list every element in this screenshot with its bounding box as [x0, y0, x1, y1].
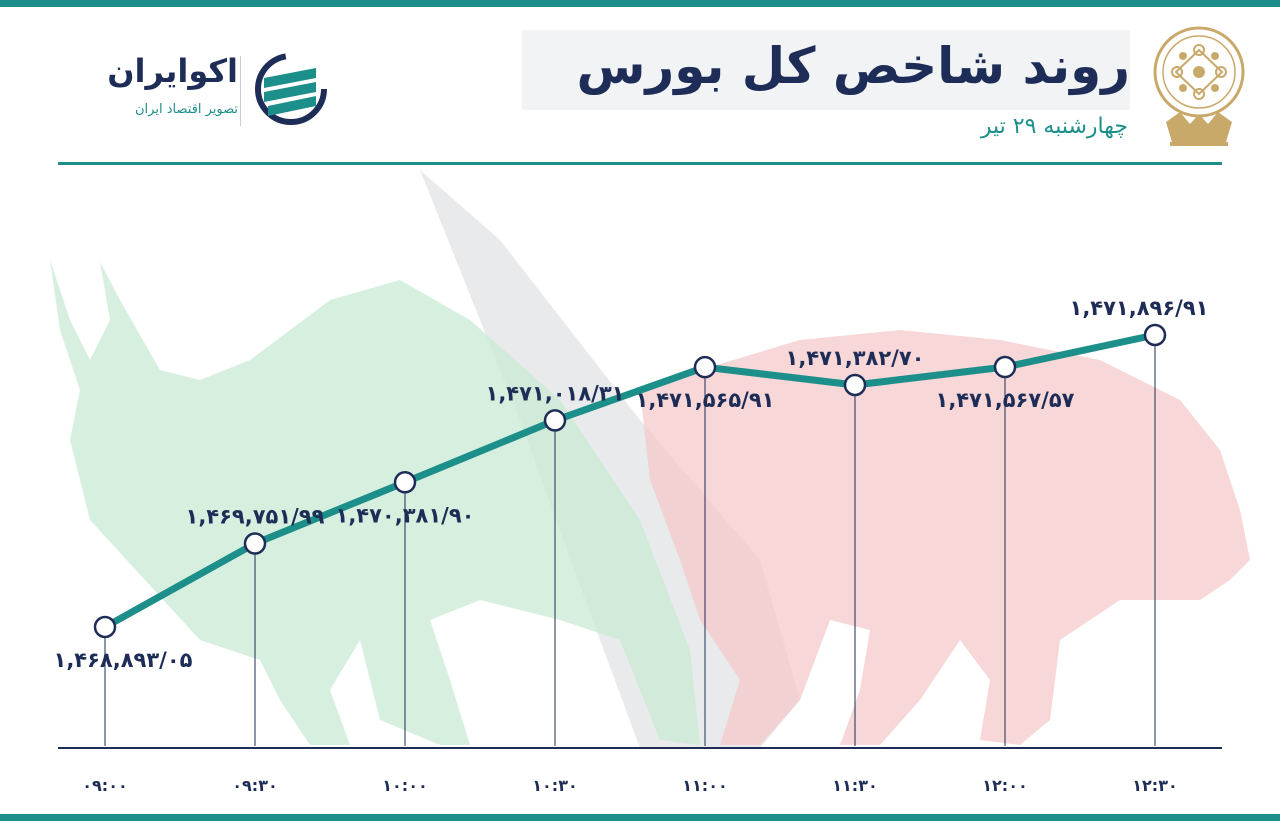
data-label: ۱,۴۷۱,۵۶۷/۵۷ — [936, 388, 1075, 412]
x-tick-label: ۱۲:۰۰ — [982, 776, 1027, 795]
data-label: ۱,۴۷۱,۰۱۸/۳۱ — [486, 381, 625, 405]
data-point — [1143, 323, 1167, 347]
x-tick-label: ۱۱:۰۰ — [682, 776, 727, 795]
x-tick-label: ۱۰:۳۰ — [532, 776, 577, 795]
x-tick-label: ۰۹:۰۰ — [82, 776, 127, 795]
bottom-border — [0, 814, 1280, 821]
data-label: ۱,۴۷۰,۳۸۱/۹۰ — [336, 503, 475, 527]
date-subtitle: چهارشنبه ۲۹ تیر — [980, 114, 1128, 139]
page-title: روند شاخص کل بورس — [576, 37, 1130, 95]
data-label: ۱,۴۷۱,۵۶۵/۹۱ — [636, 388, 775, 412]
plot-area: ۱,۴۶۸,۸۹۳/۰۵ ۱,۴۶۹,۷۵۱/۹۹ ۱,۴۷۰,۳۸۱/۹۰ ۱,۴۷… — [54, 296, 1222, 795]
data-point — [843, 373, 867, 397]
brand-logo: اکوایران تصویر اقتصاد ایران — [68, 48, 348, 132]
data-point — [543, 409, 567, 432]
x-tick-label: ۰۹:۳۰ — [232, 776, 277, 795]
brand-tagline: تصویر اقتصاد ایران — [135, 102, 238, 117]
data-label: ۱,۴۶۸,۸۹۳/۰۵ — [54, 648, 193, 672]
data-point — [993, 355, 1017, 379]
data-point — [693, 355, 717, 379]
x-tick-label: ۱۲:۳۰ — [1132, 776, 1177, 795]
exchange-emblem-icon — [1153, 26, 1245, 146]
bull-silhouette — [50, 260, 700, 745]
x-tick-label: ۱۱:۳۰ — [832, 776, 877, 795]
header-divider — [58, 162, 1222, 165]
bear-silhouette — [640, 330, 1250, 745]
brand-separator — [240, 56, 241, 126]
title-box — [522, 30, 1130, 110]
background-artwork — [50, 170, 1250, 748]
ecoiran-logo-icon — [255, 53, 327, 125]
data-point — [393, 471, 417, 494]
data-label: ۱,۴۷۱,۳۸۲/۷۰ — [786, 346, 925, 370]
data-point — [93, 615, 117, 639]
brand-name: اکوایران — [107, 52, 238, 90]
series-line — [101, 331, 1159, 631]
top-border — [0, 0, 1280, 7]
data-label: ۱,۴۷۱,۸۹۶/۹۱ — [1070, 296, 1209, 320]
x-tick-label: ۱۰:۰۰ — [382, 776, 427, 795]
data-point — [243, 532, 267, 555]
data-label: ۱,۴۶۹,۷۵۱/۹۹ — [186, 505, 325, 529]
